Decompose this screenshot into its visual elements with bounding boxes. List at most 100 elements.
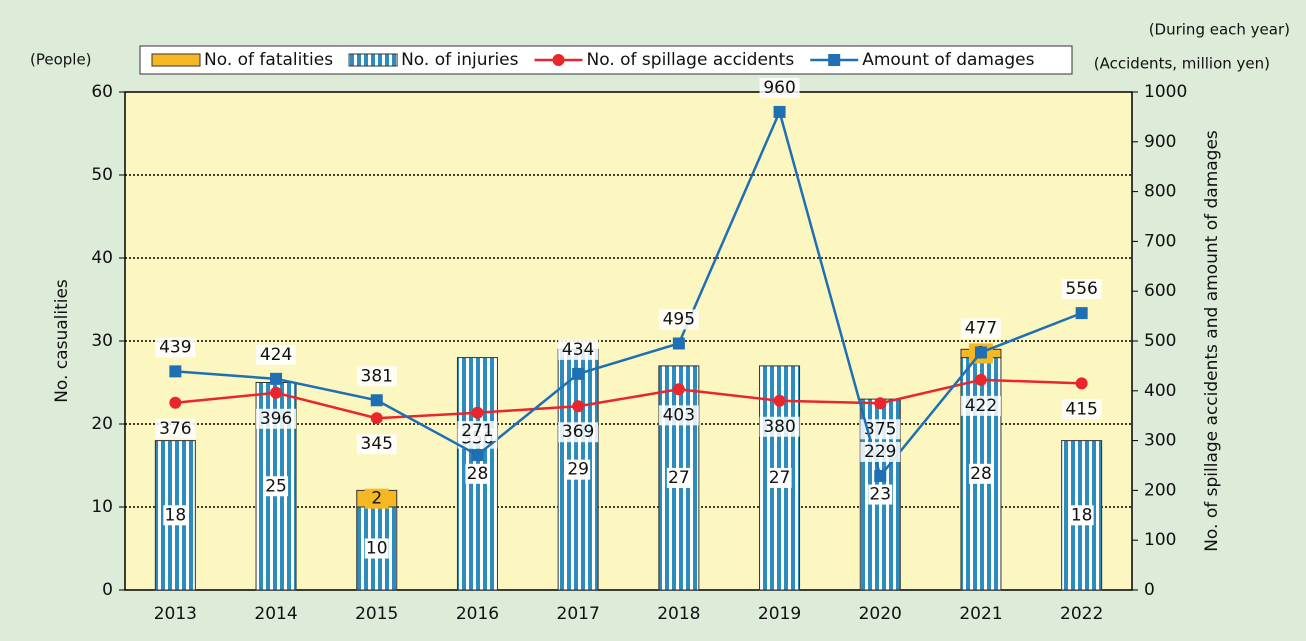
marker <box>874 397 887 410</box>
data-label: 396 <box>260 409 292 429</box>
data-label: 422 <box>965 396 997 416</box>
data-label-bg <box>558 422 599 443</box>
y-tick-label: 10 <box>91 497 113 517</box>
data-label: 27 <box>769 468 791 488</box>
data-label-bg <box>767 467 792 488</box>
data-label: 495 <box>663 309 695 329</box>
data-label: 229 <box>864 442 896 462</box>
y-tick-label: 20 <box>91 414 113 434</box>
legend-label: No. of spillage accidents <box>587 50 795 70</box>
x-tick-label: 2015 <box>355 604 398 624</box>
legend-marker <box>552 54 565 66</box>
data-label: 271 <box>461 421 493 441</box>
data-label: 477 <box>965 318 997 338</box>
marker <box>773 105 786 118</box>
marker <box>974 373 987 386</box>
x-tick-label: 2019 <box>758 604 801 624</box>
y2-tick-label: 800 <box>1144 182 1176 202</box>
line <box>175 108 1083 479</box>
data-label: 380 <box>763 417 795 437</box>
data-label: 23 <box>869 485 891 505</box>
legend-swatch <box>151 53 201 67</box>
y2-tick-label: 200 <box>1144 480 1176 500</box>
data-label: 381 <box>361 366 393 386</box>
x-tick-label: 2013 <box>154 604 197 624</box>
data-label: 10 <box>366 539 388 559</box>
data-label-bg <box>364 488 389 509</box>
x-tick-label: 2018 <box>657 604 700 624</box>
plot-frame <box>124 91 1133 591</box>
data-label: 556 <box>1065 279 1097 299</box>
data-label-bg <box>860 419 901 440</box>
x-tick-label: 2014 <box>254 604 297 624</box>
y-tick-label: 40 <box>91 248 113 268</box>
data-label: 345 <box>361 434 393 454</box>
right-note: (During each year) <box>1149 21 1290 39</box>
y2-axis-label: No. of spillage accidents and amount of … <box>1202 130 1222 552</box>
marker <box>370 412 383 425</box>
data-label-bg <box>666 467 691 488</box>
data-label-bg <box>256 408 297 429</box>
data-label-bg <box>465 463 490 484</box>
data-label-bg <box>759 416 800 437</box>
marker <box>270 386 283 399</box>
data-label-bg <box>1061 399 1102 420</box>
x-tick-label: 2020 <box>859 604 902 624</box>
legend-marker <box>828 54 841 66</box>
data-label: 29 <box>567 460 589 480</box>
data-label-bg <box>364 538 389 559</box>
data-label: 375 <box>864 419 896 439</box>
legend <box>139 45 1073 75</box>
data-label: 369 <box>562 422 594 442</box>
data-label: 403 <box>663 405 695 425</box>
data-label-bg <box>566 459 591 480</box>
marker <box>169 396 182 409</box>
data-label-bg <box>457 421 498 442</box>
x-tick-label: 2022 <box>1060 604 1103 624</box>
marker <box>370 394 383 407</box>
data-label-bg <box>658 309 699 330</box>
data-label: 960 <box>763 78 795 98</box>
marker <box>572 400 585 413</box>
y-axis-label: No. casualities <box>52 279 72 403</box>
x-tick-label: 2016 <box>456 604 499 624</box>
y2-tick-label: 500 <box>1144 331 1176 351</box>
data-label-bg <box>155 337 196 358</box>
data-label-bg <box>356 434 397 455</box>
y2-tick-label: 700 <box>1144 231 1176 251</box>
data-label: 25 <box>265 476 287 496</box>
data-label: 18 <box>1071 505 1093 525</box>
data-label-bg <box>960 318 1001 339</box>
data-label-bg <box>155 418 196 439</box>
data-label-bg <box>1061 279 1102 300</box>
y-tick-label: 0 <box>102 580 113 600</box>
data-label-bg <box>558 339 599 360</box>
legend-items: No. of fatalities No. of injuries No. of s… <box>151 50 1035 70</box>
legend-label: No. of fatalities <box>204 50 333 70</box>
y2-tick-label: 100 <box>1144 530 1176 550</box>
y2-tick-label: 600 <box>1144 281 1176 301</box>
y-tick-label: 50 <box>91 165 113 185</box>
marker <box>874 469 887 482</box>
marker <box>672 383 685 396</box>
right-unit: (Accidents, million yen) <box>1094 55 1270 73</box>
data-label-bg <box>968 463 993 484</box>
y-tick-label: 60 <box>91 82 113 102</box>
y2-tick-label: 400 <box>1144 381 1176 401</box>
marker <box>1075 307 1088 320</box>
y2-tick-label: 900 <box>1144 132 1176 152</box>
data-label-bg <box>1069 505 1094 526</box>
data-label: 2 <box>371 489 382 509</box>
data-label-bg <box>163 505 188 526</box>
data-label: 424 <box>260 345 292 365</box>
y-tick-label: 30 <box>91 331 113 351</box>
y2-tick-label: 0 <box>1144 580 1155 600</box>
data-label: 27 <box>668 468 690 488</box>
y2-tick-label: 1000 <box>1144 82 1187 102</box>
data-label: 434 <box>562 340 594 360</box>
data-label: 28 <box>970 464 992 484</box>
x-tick-label: 2021 <box>959 604 1002 624</box>
data-label-bg <box>356 366 397 387</box>
marker <box>471 406 484 419</box>
